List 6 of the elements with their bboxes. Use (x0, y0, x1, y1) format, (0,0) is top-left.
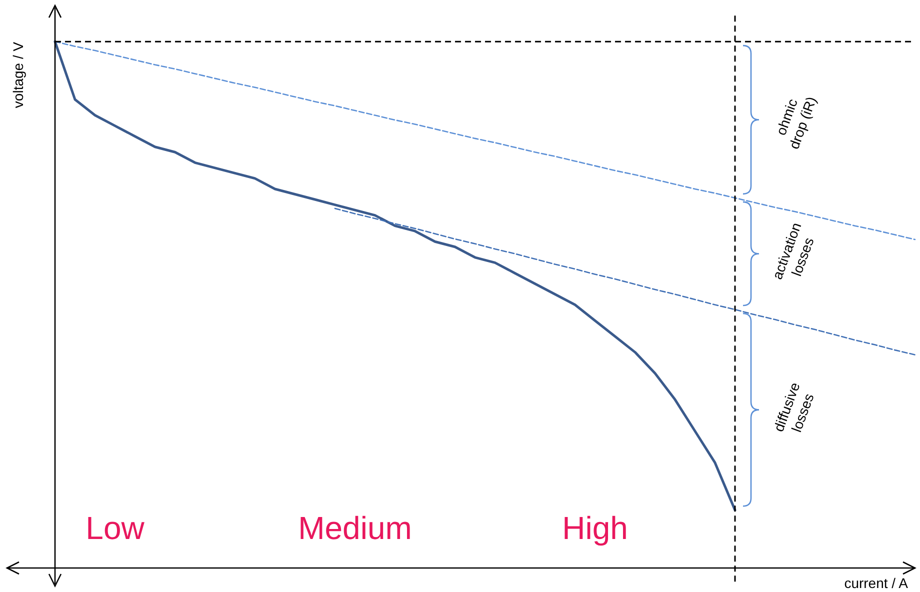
annotation: ohmic drop (iR) (772, 93, 820, 153)
y-axis-title: voltage / V (9, 40, 27, 110)
annotation: Medium (297, 508, 413, 548)
x-axis-title: current / A (844, 574, 908, 592)
annotation: High (561, 508, 629, 548)
annotation: Low (84, 508, 146, 548)
